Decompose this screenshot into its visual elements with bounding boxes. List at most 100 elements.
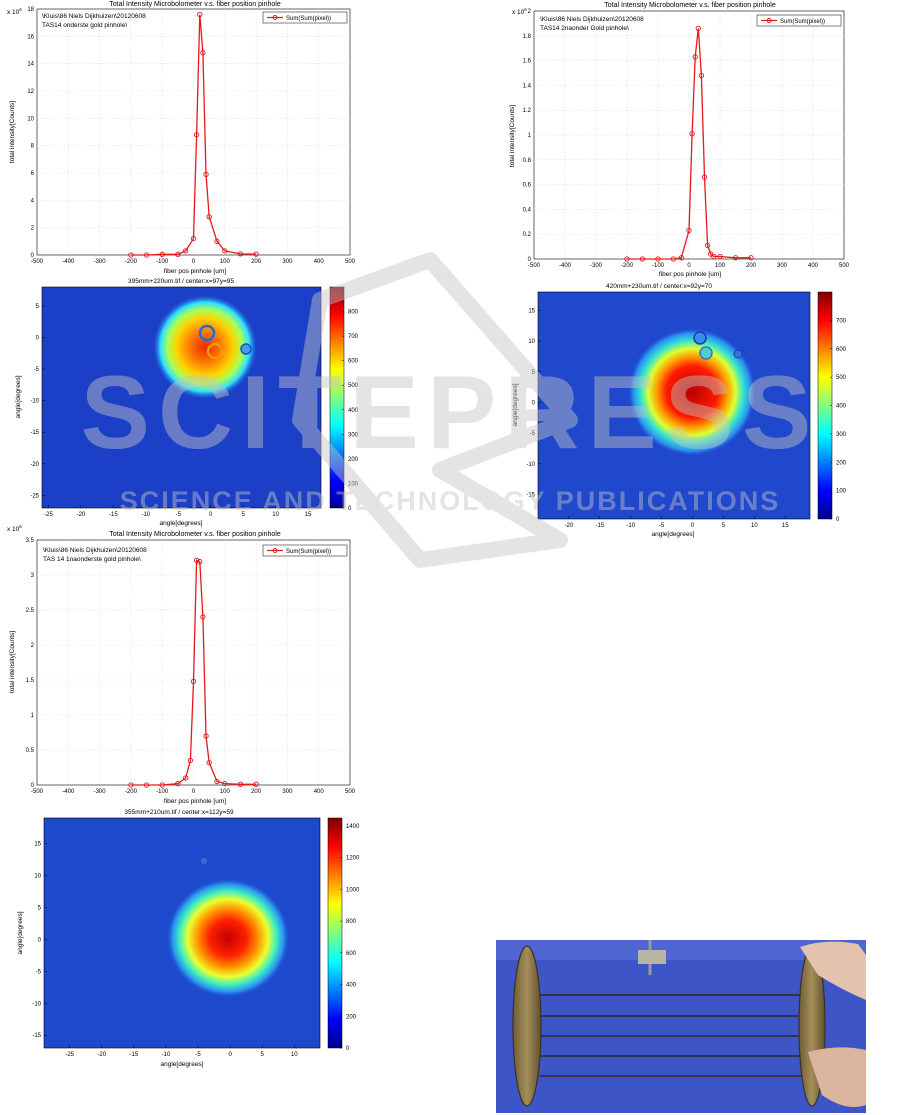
colorbar-tick-label: 400	[348, 408, 359, 414]
y-tick-label: 1.2	[523, 108, 532, 114]
ring-artifact	[198, 324, 216, 342]
ring-artifact	[240, 343, 252, 355]
x-tick-label: -300	[94, 789, 107, 795]
x-tick-label: 300	[777, 263, 788, 269]
plot-title: Total Intensity Microbolometer v.s. fibe…	[109, 1, 281, 8]
data-point	[214, 238, 220, 244]
y-tick-label: 3.5	[26, 538, 35, 544]
data-point	[717, 253, 723, 260]
y-exponent: x 106	[7, 7, 22, 16]
x-tick-label: 500	[345, 259, 356, 265]
data-point	[159, 782, 165, 788]
legend: Sum(Sum(pixel))	[262, 544, 348, 557]
x-tick-label: 5	[241, 512, 245, 518]
y-tick-label: 1.6	[523, 59, 532, 65]
x-tick-label: -300	[94, 259, 107, 265]
data-point	[197, 559, 203, 565]
colorbar-tick-label: 600	[348, 359, 359, 365]
y-axis-label: total intensity[Counts]	[509, 105, 516, 167]
x-axis-label: angle[degrees]	[160, 1061, 203, 1068]
data-point	[704, 242, 711, 249]
x-axis-label: fiber pos pinhole [um]	[659, 271, 721, 278]
data-point	[222, 248, 228, 254]
colorbar-tick-label: 1400	[346, 824, 360, 830]
x-tick-label: 100	[715, 263, 726, 269]
colorbar-tick-label: 200	[346, 1014, 357, 1020]
y-tick-label: -10	[30, 399, 39, 405]
colorbar-tick-label: 600	[836, 347, 847, 353]
x-tick-label: 15	[782, 523, 789, 529]
data-point	[670, 256, 677, 262]
y-tick-label: 15	[34, 842, 41, 848]
legend-marker	[272, 548, 278, 553]
x-tick-label: -400	[62, 259, 75, 265]
y-tick-label: 5	[36, 304, 40, 310]
plot-title: Total Intensity Microbolometer v.s. fibe…	[604, 2, 776, 9]
data-point	[183, 775, 189, 781]
data-point	[197, 11, 203, 18]
y-tick-label: -15	[526, 492, 535, 498]
colorbar-tick-label: 700	[348, 334, 359, 340]
x-axis-label: angle[degrees]	[159, 520, 202, 527]
x-tick-label: 300	[282, 789, 293, 795]
y-tick-label: 10	[34, 874, 41, 880]
x-tick-label: -100	[156, 259, 169, 265]
x-tick-label: -5	[659, 523, 665, 529]
y-tick-label: 0.4	[523, 207, 532, 213]
info-line-2: TAS14 2naonder Gold pinhole\	[540, 25, 629, 32]
colorbar-tick-label: 700	[836, 318, 847, 324]
x-axis-label: fiber pos pinhole [um]	[164, 798, 226, 805]
data-point	[748, 255, 754, 261]
x-tick-label: 500	[345, 789, 356, 795]
beam-spot	[628, 328, 756, 456]
data-point	[128, 252, 134, 258]
data-point	[203, 171, 209, 178]
y-tick-label: 0	[38, 937, 42, 943]
y-axis-label: angle[degrees]	[17, 911, 24, 954]
data-point	[237, 251, 244, 257]
x-tick-label: -300	[590, 263, 603, 269]
x-tick-label: -25	[65, 1052, 74, 1058]
x-tick-label: -5	[195, 1052, 201, 1058]
intensity-plot-3: Total Intensity Microbolometer v.s. fibe…	[7, 524, 356, 805]
y-tick-label: 6	[31, 171, 35, 177]
watermark-subtitle: SCIENCE AND TECHNOLOGY PUBLICATIONS	[120, 486, 781, 516]
data-point	[190, 678, 197, 685]
x-axis-label: fiber pos pinhole [um]	[164, 268, 226, 275]
colorbar-tick-label: 500	[348, 383, 359, 389]
data-point	[183, 248, 189, 254]
x-tick-label: 5	[722, 523, 726, 529]
x-tick-label: -20	[565, 523, 574, 529]
data-point	[695, 25, 701, 32]
x-tick-label: 0	[691, 523, 695, 529]
y-tick-label: 5	[532, 370, 536, 376]
x-tick-label: 0	[209, 512, 213, 518]
colorbar-tick-label: 400	[836, 404, 847, 410]
y-exponent: x 106	[512, 7, 527, 16]
apparatus-photo	[496, 940, 866, 1113]
x-tick-label: 200	[746, 263, 757, 269]
colorbar-tick-label: 300	[836, 432, 847, 438]
ring-artifact	[699, 346, 713, 360]
x-tick-label: 500	[839, 263, 850, 269]
colorbar-tick-label: 800	[346, 919, 357, 925]
y-tick-label: 1.4	[523, 83, 532, 89]
y-tick-label: 1.5	[26, 678, 35, 684]
y-axis-label: angle[degrees]	[15, 375, 22, 418]
colorbar-tick-label: 300	[348, 432, 359, 438]
x-tick-label: 10	[291, 1052, 298, 1058]
x-tick-label: -200	[125, 789, 138, 795]
x-tick-label: 0	[192, 789, 196, 795]
watermark: SCITEPRESS SCIENCE AND TECHNOLOGY PUBLIC…	[81, 252, 811, 568]
series-line	[130, 14, 257, 256]
plot-title: Total Intensity Microbolometer v.s. fibe…	[109, 531, 281, 538]
x-tick-label: -200	[621, 263, 634, 269]
data-point	[639, 256, 646, 262]
y-tick-label: 0.2	[523, 232, 532, 238]
y-tick-label: -5	[530, 431, 536, 437]
y-tick-label: -5	[34, 367, 40, 373]
y-tick-label: -20	[30, 462, 39, 468]
data-point	[193, 132, 200, 138]
x-tick-label: -500	[31, 789, 44, 795]
